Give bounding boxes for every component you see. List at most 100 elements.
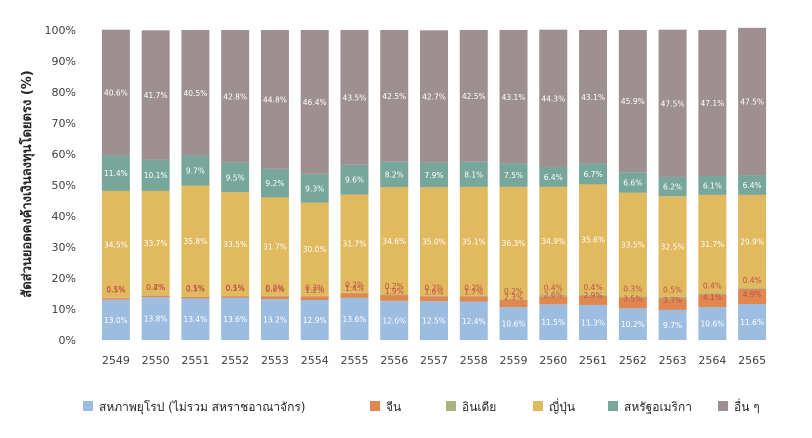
x-tick-label: 2565: [738, 354, 766, 367]
legend-label: สหภาพยุโรป (ไม่รวม สหราชอาณาจักร): [99, 400, 305, 415]
bar-segment: [459, 295, 488, 297]
data-label: 4.9%: [743, 290, 762, 299]
bar-segment: [658, 196, 687, 297]
bar-segment: [221, 297, 250, 340]
data-label: 42.7%: [422, 92, 446, 101]
data-label: 9.5%: [226, 173, 245, 182]
bar-segment: [300, 202, 329, 296]
y-axis: 0% 10% 20% 30% 40% 50% 60% 70% 80% 90% 100%: [45, 24, 76, 347]
data-label: 0.2%: [345, 281, 364, 290]
bar-segment: [141, 30, 170, 160]
legend-label: ญี่ปุ่น: [549, 398, 575, 415]
bar-segment: [300, 173, 329, 203]
data-label: 35.6%: [581, 236, 605, 245]
data-label: 8.2%: [385, 170, 404, 179]
bar-segment: [181, 298, 210, 340]
bar-segment: [618, 192, 647, 297]
data-label: 34.9%: [541, 237, 565, 246]
x-axis: 2549 2550 2551 2552 2553 2554 2555 2556 2557 2558…: [102, 354, 766, 367]
data-label: 0.1%: [186, 284, 205, 293]
bar-segment: [260, 295, 289, 297]
data-label: 0.2%: [146, 283, 165, 292]
data-label: 45.9%: [621, 97, 645, 106]
bar-segment: [579, 295, 608, 305]
data-label: 3.7%: [663, 296, 682, 305]
data-label: 12.9%: [303, 316, 327, 325]
bar-segment: [221, 192, 250, 296]
legend-label: อินเดีย: [462, 400, 496, 414]
bar-segment: [499, 300, 528, 308]
bar-segment: [579, 294, 608, 296]
data-label: 6.7%: [584, 170, 603, 179]
bar-segment: [420, 296, 448, 302]
data-label: 13.6%: [343, 315, 367, 324]
data-label: 34.5%: [104, 240, 128, 249]
bar-segment: [260, 299, 289, 340]
data-label: 44.8%: [263, 95, 287, 104]
bar-segment: [340, 164, 369, 195]
data-label: 13.2%: [263, 316, 287, 325]
data-label: 9.6%: [345, 176, 364, 185]
x-tick-label: 2556: [380, 354, 408, 367]
data-label: 12.5%: [422, 317, 446, 326]
legend-label: อื่น ๆ: [734, 398, 760, 414]
data-label: 32.5%: [661, 243, 685, 252]
bar-segment: [420, 187, 448, 296]
data-label: 0.4%: [146, 283, 165, 292]
bar-segment: [459, 161, 488, 187]
bar-segment: [300, 296, 329, 301]
data-label: 11.4%: [104, 169, 128, 178]
bar-segment: [698, 293, 727, 295]
data-label: 0.5%: [226, 284, 245, 293]
data-label: 40.6%: [104, 89, 128, 98]
bar-segment: [618, 30, 647, 173]
data-label: 0.2%: [504, 287, 523, 296]
data-label: 6.4%: [743, 181, 762, 190]
bar-segment: [579, 304, 608, 340]
data-label: 47.1%: [700, 99, 724, 108]
bar-segment: [698, 294, 727, 308]
x-tick-label: 2553: [261, 354, 289, 367]
bar-segment: [380, 294, 409, 296]
data-label: 13.6%: [223, 315, 247, 324]
bar-segment: [738, 288, 767, 305]
bar-segment: [181, 155, 210, 186]
bar-segment: [539, 186, 568, 296]
data-label: 30.0%: [303, 245, 327, 254]
data-label: 4.1%: [703, 293, 722, 302]
bar-segment: [738, 175, 767, 195]
x-tick-label: 2558: [460, 354, 488, 367]
y-tick-label: 80%: [52, 86, 76, 99]
data-label: 42.5%: [462, 92, 486, 101]
data-label: 9.7%: [186, 167, 205, 176]
y-tick-label: 20%: [52, 272, 76, 285]
bar-segment: [738, 194, 767, 288]
x-tick-label: 2557: [420, 354, 448, 367]
bar-segment: [658, 309, 687, 340]
data-label: 35.8%: [183, 237, 207, 246]
bar-segment: [340, 293, 369, 298]
y-tick-label: 40%: [52, 210, 76, 223]
bar-segment: [459, 296, 488, 302]
bar-segment: [420, 301, 448, 340]
data-label: 0.2%: [464, 283, 483, 292]
data-label: 3.5%: [623, 294, 642, 303]
data-label: 1.7%: [464, 288, 483, 297]
data-labels: 13.0%0.5%0.1%34.5%11.4%40.6%13.8%0.4%0.2…: [104, 89, 764, 330]
data-label: 31.7%: [700, 240, 724, 249]
bar-segment: [420, 295, 448, 297]
bar-segment: [579, 163, 608, 185]
bar-segment: [260, 30, 289, 169]
legend-swatch: [446, 401, 456, 411]
bar-segment: [579, 30, 608, 164]
data-label: 0.4%: [703, 281, 722, 290]
bar-segment: [420, 30, 448, 163]
data-label: 41.7%: [144, 91, 168, 100]
bar-segment: [618, 172, 647, 193]
bar-segment: [738, 27, 767, 176]
bar-segment: [539, 304, 568, 340]
data-label: 9.3%: [305, 184, 324, 193]
data-label: 10.2%: [621, 320, 645, 329]
legend-swatch: [533, 401, 543, 411]
